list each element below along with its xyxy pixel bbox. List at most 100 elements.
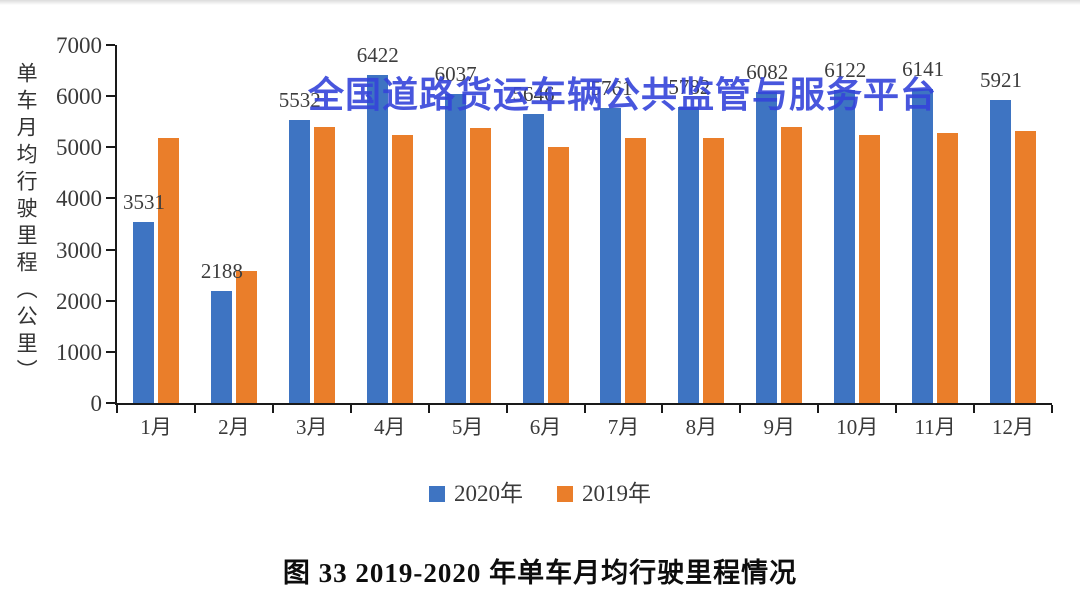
month-group-4月: 6422 4月 [351, 42, 429, 438]
bar-2020年-10月 [834, 89, 856, 403]
bar-2020年-2月 [210, 291, 232, 403]
x-tick-4 [427, 405, 430, 413]
bar-2019年-2月 [235, 271, 257, 403]
bar-2019年-4月 [391, 135, 413, 403]
bar-value-2020年-6月: 5646 [512, 82, 555, 107]
bar-2020年-8月 [678, 107, 700, 403]
legend-label-2020年: 2020年 [454, 481, 523, 506]
bar-2020年-3月 [288, 120, 310, 403]
x-tick-2 [271, 405, 274, 413]
legend-item-2019年: 2019年 [557, 482, 651, 505]
y-tick-7000 [106, 44, 115, 46]
bar-2019年-6月 [547, 147, 569, 403]
bar-value-2020年-12月: 5921 [980, 68, 1023, 93]
bar-value-2020年-9月: 6082 [746, 59, 789, 84]
y-tick-label-4000: 4000 [56, 186, 102, 212]
figure-caption: 图 33 2019-2020 年单车月均行驶里程情况 [282, 558, 798, 588]
y-tick-label-5000: 5000 [56, 135, 102, 161]
y-tick-label-0: 0 [90, 391, 103, 416]
bar-2019年-5月 [469, 128, 491, 403]
bar-2020年-5月 [444, 94, 466, 403]
page-top-edge [0, 0, 1080, 5]
x-tick-10 [895, 405, 898, 413]
bar-2019年-1月 [157, 137, 179, 403]
month-group-10月: 6122 10月 [818, 45, 896, 438]
bar-2020年-4月 [366, 74, 388, 403]
bar-2020年-6月 [522, 114, 544, 403]
legend-label-2019年: 2019年 [582, 481, 651, 506]
bar-2019年-8月 [703, 138, 725, 403]
month-group-11月: 6141 11月 [896, 45, 974, 438]
x-axis-label-5月: 5月 [451, 415, 484, 439]
bar-2019年-7月 [625, 138, 647, 403]
x-tick-12 [1051, 405, 1053, 413]
legend-swatch-2019年 [557, 485, 573, 502]
y-tick-1000 [106, 350, 115, 353]
bar-2020年-1月 [132, 222, 154, 403]
bar-2020年-9月 [756, 91, 778, 403]
x-axis-label-4月: 4月 [373, 415, 406, 439]
x-axis-label-8月: 8月 [685, 415, 718, 439]
y-tick-6000 [106, 95, 115, 98]
x-tick-11 [973, 405, 976, 413]
month-group-9月: 6082 9月 [740, 45, 818, 438]
bar-value-2020年-8月: 5782 [668, 75, 711, 100]
month-group-2月: 2188 2月 [195, 45, 273, 438]
x-tick-6 [583, 405, 586, 413]
watermark: 全国道路货运车辆公共监管与服务平台 [308, 74, 938, 115]
x-tick-8 [739, 405, 742, 413]
bar-value-2020年-11月: 6141 [902, 56, 945, 81]
y-tick-label-2000: 2000 [56, 288, 102, 314]
x-axis-label-7月: 7月 [607, 415, 640, 439]
bar-value-2020年-1月: 3531 [122, 190, 165, 215]
month-group-8月: 5782 8月 [662, 45, 740, 438]
bar-2019年-9月 [781, 127, 803, 403]
x-axis-label-9月: 9月 [763, 415, 796, 439]
legend-swatch-2020年 [429, 485, 445, 502]
x-tick-0 [116, 405, 118, 413]
y-tick-2000 [106, 299, 115, 302]
bar-value-2020年-3月: 5532 [278, 88, 321, 113]
bar-2019年-3月 [313, 127, 335, 403]
legend: 2020年 2019年 [0, 482, 1080, 505]
bar-2019年-10月 [859, 135, 881, 403]
bar-2020年-11月 [912, 88, 934, 403]
bar-value-2020年-2月: 2188 [200, 259, 243, 284]
bar-2020年-12月 [990, 100, 1012, 403]
x-axis-label-3月: 3月 [296, 415, 328, 439]
x-axis-label-1月: 1月 [140, 415, 172, 439]
y-tick-label-1000: 1000 [56, 339, 102, 365]
plot-area: 0 1000 2000 3000 4000 5000 6000 7000 3531 1月 2188 2… [56, 34, 1053, 438]
month-group-3月: 5532 3月 [273, 45, 351, 438]
x-axis-label-2月: 2月 [218, 415, 250, 439]
y-tick-3000 [106, 248, 115, 251]
x-tick-9 [817, 405, 820, 413]
y-tick-5000 [106, 146, 115, 149]
x-tick-3 [349, 405, 352, 413]
y-tick-4000 [106, 197, 115, 200]
x-axis-label-6月: 6月 [529, 415, 562, 439]
bar-value-2020年-5月: 6037 [434, 62, 477, 87]
bar-value-2020年-7月: 5761 [590, 76, 633, 101]
bar-value-2020年-4月: 6422 [356, 42, 399, 67]
x-axis-label-11月: 11月 [914, 415, 956, 439]
y-axis-title: 单车月均行驶里程（公里） [14, 62, 39, 386]
x-tick-7 [661, 405, 664, 413]
y-tick-label-7000: 7000 [56, 33, 102, 58]
x-axis-label-10月: 10月 [836, 415, 879, 439]
month-group-6月: 5646 6月 [507, 45, 585, 438]
x-tick-1 [193, 405, 196, 413]
bar-value-2020年-10月: 6122 [824, 57, 867, 82]
month-group-5月: 6037 5月 [429, 45, 507, 438]
x-axis-label-12月: 12月 [992, 415, 1035, 439]
bar-2019年-11月 [937, 133, 959, 403]
month-group-1月: 3531 1月 [117, 45, 195, 438]
month-group-7月: 5761 7月 [585, 45, 663, 438]
bar-2019年-12月 [1015, 131, 1037, 403]
legend-item-2020年: 2020年 [429, 482, 523, 505]
month-group-12月: 5921 12月 [974, 45, 1052, 438]
bar-2020年-7月 [600, 108, 622, 403]
y-tick-label-6000: 6000 [56, 84, 102, 110]
y-tick-0 [106, 402, 115, 404]
